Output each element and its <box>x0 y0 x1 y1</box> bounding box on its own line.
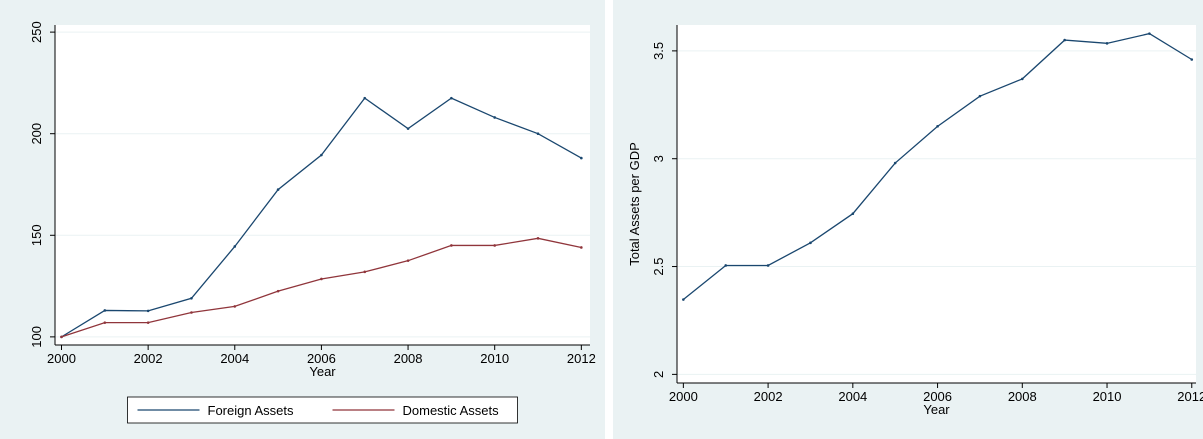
point <box>493 244 496 247</box>
point <box>1190 58 1194 61</box>
point <box>536 132 540 135</box>
x-tick-label: 2008 <box>1008 389 1037 404</box>
point <box>809 241 812 245</box>
point <box>406 127 410 130</box>
point <box>766 264 770 267</box>
y-tick-label: 2.5 <box>651 258 666 276</box>
x-tick-label: 2010 <box>1093 389 1122 404</box>
x-tick-label: 2012 <box>567 351 596 366</box>
point <box>493 116 496 119</box>
legend-label: Domestic Assets <box>403 403 500 418</box>
x-tick-label: 2000 <box>47 351 76 366</box>
point <box>320 153 323 157</box>
x-axis-label: Year <box>923 402 950 417</box>
point <box>276 188 280 191</box>
x-tick-label: 2002 <box>754 389 783 404</box>
point <box>724 264 728 267</box>
legend-label: Foreign Assets <box>208 403 294 418</box>
point <box>146 309 150 313</box>
x-tick-label: 2004 <box>220 351 249 366</box>
point <box>450 96 453 100</box>
x-tick-label: 2000 <box>669 389 698 404</box>
x-tick-label: 2002 <box>134 351 163 366</box>
point <box>893 161 897 165</box>
chart-panel: 100 150 200 250 2000 2002 2004 2006 2008 2010 2012… <box>29 21 596 424</box>
point <box>978 94 982 98</box>
point <box>363 270 367 274</box>
point <box>146 321 150 324</box>
y-axis-label: Total Assets per GDP <box>627 142 642 266</box>
point <box>580 156 583 160</box>
point <box>1063 38 1066 42</box>
point <box>320 277 323 281</box>
y-tick-label: 100 <box>29 326 44 348</box>
point <box>60 335 63 339</box>
point <box>233 305 237 308</box>
y-tick-label: 250 <box>29 21 44 43</box>
y-tick-label: 3 <box>651 155 666 162</box>
point <box>682 298 685 301</box>
x-axis-label: Year <box>309 364 336 379</box>
plot-area <box>677 25 1196 383</box>
point <box>406 259 410 262</box>
point <box>190 311 193 314</box>
x-tick-label: 2006 <box>923 389 952 404</box>
point <box>233 245 237 248</box>
y-tick-label: 200 <box>29 123 44 145</box>
plot-area <box>55 25 590 345</box>
x-tick-label: 2010 <box>480 351 509 366</box>
y-tick-label: 2 <box>651 371 666 378</box>
x-tick-label: 2012 <box>1177 389 1203 404</box>
point <box>1105 42 1109 45</box>
point <box>1148 32 1151 35</box>
point <box>1020 77 1024 81</box>
point <box>936 125 939 128</box>
x-tick-label: 2006 <box>307 351 336 366</box>
y-tick-label: 150 <box>29 224 44 246</box>
point <box>276 289 280 293</box>
point <box>450 244 453 247</box>
point <box>851 212 855 216</box>
x-tick-label: 2004 <box>838 389 867 404</box>
point <box>580 246 583 249</box>
chart-panel: 2 2.5 3 3.5 2000 2002 2004 2006 2008 2010 2012 Year… <box>627 25 1203 417</box>
y-tick-label: 3.5 <box>651 42 666 60</box>
point <box>536 237 540 240</box>
point <box>190 296 193 300</box>
x-tick-label: 2008 <box>394 351 423 366</box>
point <box>103 321 107 324</box>
point <box>363 96 367 100</box>
point <box>103 309 107 312</box>
